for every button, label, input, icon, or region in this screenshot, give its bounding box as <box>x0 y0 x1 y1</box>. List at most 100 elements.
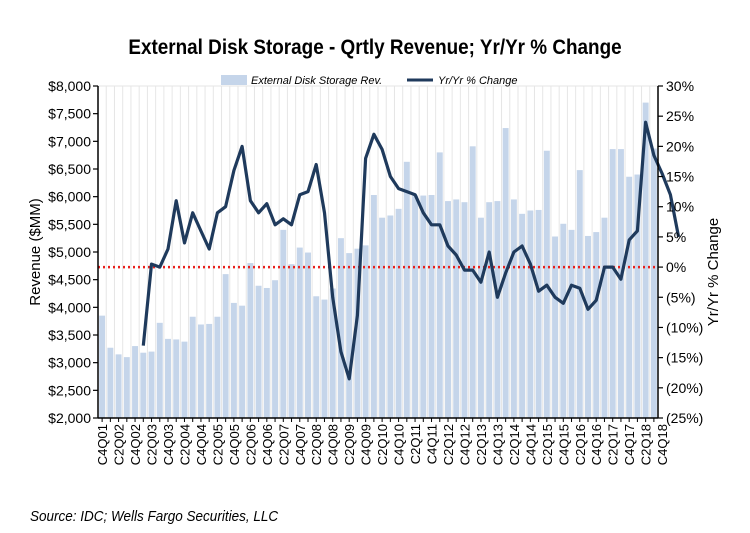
y-tick-label: $8,000 <box>48 78 91 94</box>
revenue-bar <box>263 287 270 418</box>
revenue-bar <box>140 352 147 418</box>
y-tick-label: $2,500 <box>48 382 91 398</box>
x-tick-label: C4Q09 <box>359 424 374 465</box>
revenue-bar <box>453 199 460 418</box>
revenue-bar <box>609 149 616 418</box>
x-tick-label: C4Q16 <box>589 424 604 465</box>
y2-tick-label: (5%) <box>666 289 696 305</box>
revenue-bar <box>486 202 493 418</box>
revenue-bar <box>552 236 559 418</box>
y2-axis-title: Yr/Yr % Change <box>705 218 722 326</box>
revenue-bar <box>346 253 353 418</box>
legend-swatch-revenue <box>221 75 247 85</box>
x-tick-label: C2Q12 <box>441 424 456 465</box>
revenue-bar <box>272 280 279 418</box>
x-tick-label: C2Q10 <box>375 424 390 465</box>
revenue-bar <box>181 341 188 418</box>
revenue-bar <box>477 217 484 418</box>
x-tick-label: C2Q18 <box>639 424 654 465</box>
x-tick-label: C4Q05 <box>227 424 242 465</box>
revenue-bar <box>370 195 377 418</box>
y2-tick-label: 30% <box>666 78 694 94</box>
y-tick-label: $7,500 <box>48 106 91 122</box>
revenue-bar <box>461 202 468 418</box>
x-tick-label: C2Q04 <box>177 424 192 465</box>
legend-label-revenue: External Disk Storage Rev. <box>251 75 382 87</box>
x-tick-label: C2Q07 <box>276 424 291 465</box>
x-tick-label: C4Q13 <box>490 424 505 465</box>
revenue-bar <box>445 201 451 418</box>
revenue-bar <box>412 195 419 418</box>
revenue-bar <box>585 235 591 418</box>
y-tick-label: $3,500 <box>48 327 91 343</box>
revenue-bar <box>494 201 501 418</box>
x-tick-label: C4Q03 <box>161 424 176 465</box>
revenue-bar <box>519 213 526 418</box>
y2-tick-label: (20%) <box>666 380 703 396</box>
x-tick-label: C2Q16 <box>573 424 588 465</box>
revenue-bar <box>560 223 567 418</box>
x-tick-label: C4Q07 <box>293 424 308 465</box>
revenue-bar <box>156 322 163 418</box>
revenue-bar <box>115 354 122 418</box>
line-series <box>141 120 681 381</box>
y-tick-label: $3,000 <box>48 355 91 371</box>
revenue-bar <box>107 347 114 418</box>
y2-tick-label: 0% <box>666 259 686 275</box>
x-tick-label: C2Q06 <box>243 424 258 465</box>
revenue-bar <box>148 351 155 418</box>
y-tick-label: $5,500 <box>48 216 91 232</box>
revenue-bar <box>288 264 295 418</box>
y2-tick-label: (10%) <box>666 319 703 335</box>
revenue-bar <box>337 238 344 418</box>
revenue-bar <box>165 338 171 418</box>
revenue-bar <box>362 245 369 418</box>
x-tick-label: C4Q12 <box>457 424 472 465</box>
x-tick-label: C2Q09 <box>342 424 357 465</box>
bar-series <box>99 102 657 419</box>
revenue-bar <box>296 247 303 418</box>
revenue-bar <box>313 296 320 418</box>
revenue-bar <box>206 323 213 418</box>
revenue-bar <box>387 215 394 418</box>
revenue-bar <box>535 209 542 418</box>
y2-tick-label: (15%) <box>666 350 703 366</box>
revenue-bar <box>230 302 237 418</box>
legend: External Disk Storage Rev. Yr/Yr % Change <box>221 75 517 87</box>
x-tick-label: C4Q01 <box>95 424 110 465</box>
revenue-bar <box>214 316 221 418</box>
revenue-bar <box>247 263 254 418</box>
x-tick-label: C2Q02 <box>112 424 127 465</box>
revenue-bar <box>527 210 534 418</box>
x-tick-label: C4Q15 <box>556 424 571 465</box>
revenue-bar <box>222 274 229 418</box>
y-tick-label: $2,000 <box>48 410 91 426</box>
y2-tick-label: 5% <box>666 229 686 245</box>
y2-tick-label: 20% <box>666 138 694 154</box>
x-tick-label: C2Q03 <box>145 424 160 465</box>
x-tick-label: C4Q02 <box>128 424 143 465</box>
y2-tick-label: 10% <box>666 199 694 215</box>
x-tick-label: C2Q05 <box>210 424 225 465</box>
y2-tick-label: 25% <box>666 108 694 124</box>
x-tick-label: C4Q04 <box>194 424 209 465</box>
revenue-bar <box>436 152 443 418</box>
x-tick-label: C2Q11 <box>408 424 423 464</box>
x-tick-label: C2Q14 <box>507 424 522 465</box>
revenue-bar <box>354 248 361 418</box>
revenue-bar <box>420 195 427 418</box>
x-tick-label: C2Q15 <box>540 424 555 465</box>
y2-tick-label: (25%) <box>666 410 703 426</box>
revenue-bar <box>634 174 641 418</box>
revenue-bar <box>329 288 336 418</box>
axes: $2,000 $2,500 $3,000 $3,500 $4,000 $4,500 $5,0… <box>27 78 722 465</box>
x-tick-label: C2Q17 <box>606 424 621 465</box>
revenue-bar <box>469 146 476 418</box>
revenue-bar <box>132 346 139 418</box>
x-tick-label: C4Q10 <box>392 424 407 465</box>
revenue-bar <box>123 357 130 418</box>
x-tick-label: C2Q08 <box>309 424 324 465</box>
revenue-bar <box>601 217 608 418</box>
revenue-bar <box>568 229 575 418</box>
